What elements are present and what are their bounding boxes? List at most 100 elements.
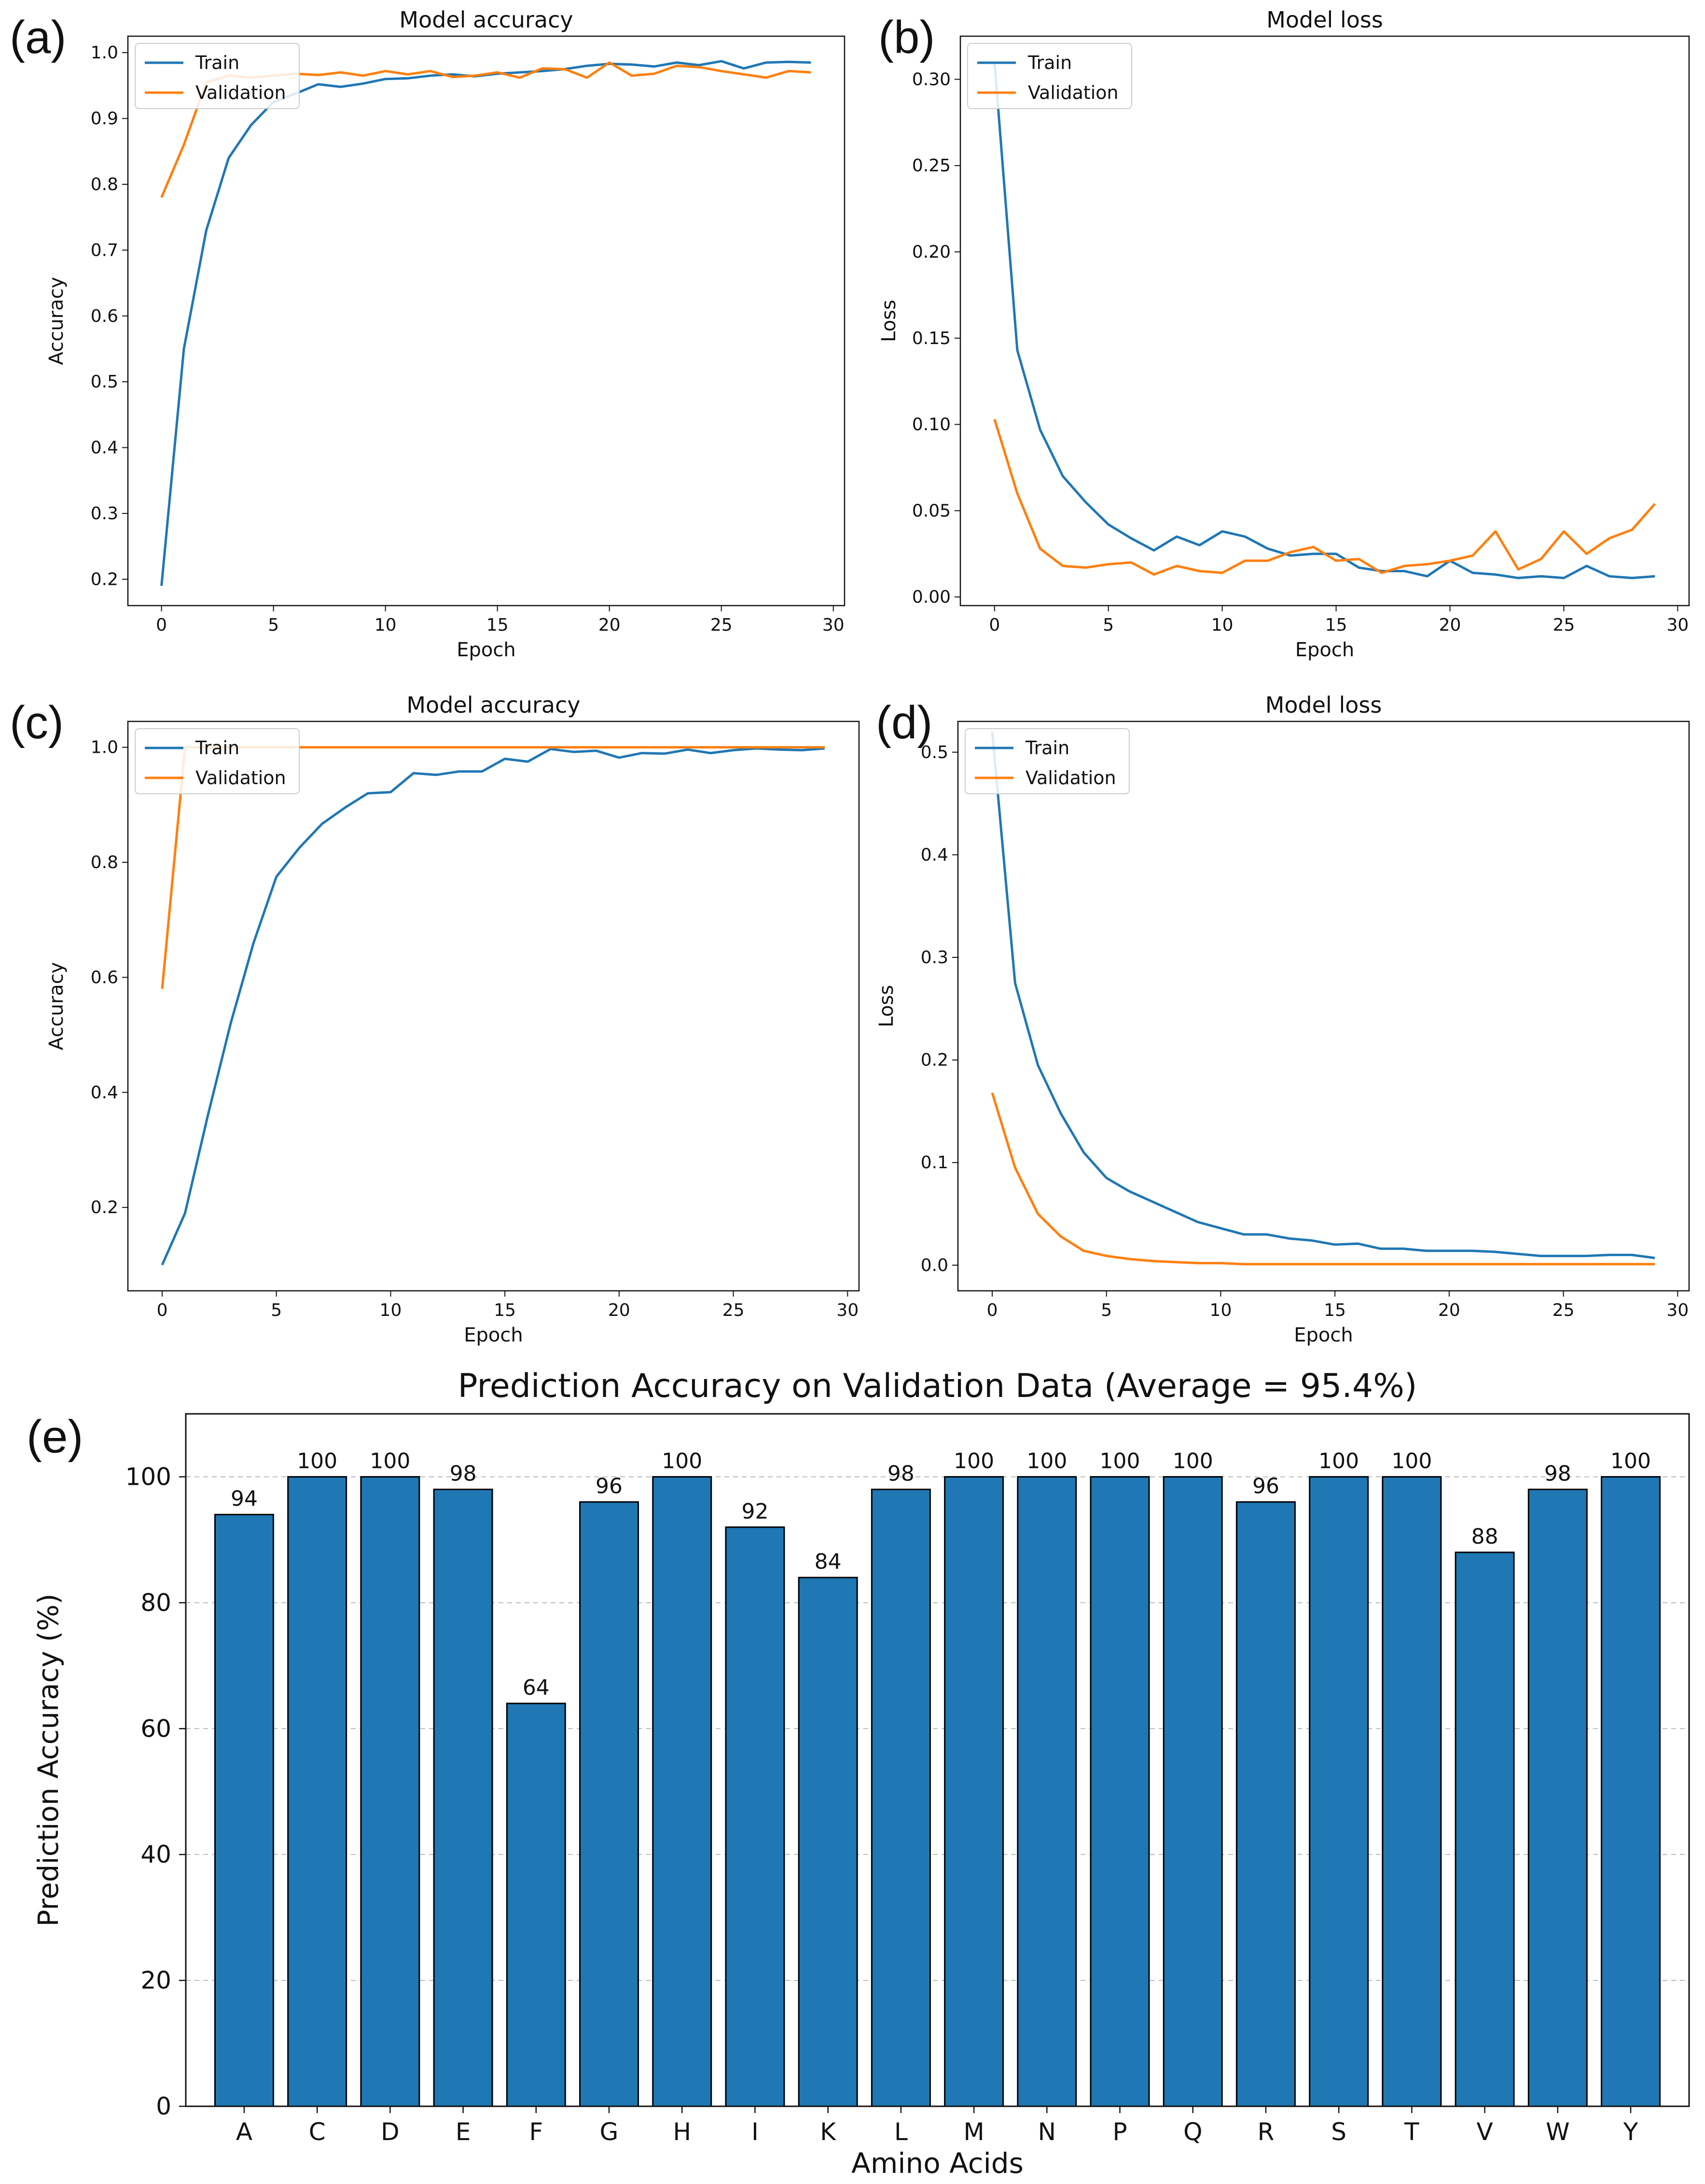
legend-label-train: Train xyxy=(1025,737,1069,759)
x-tick-label: 25 xyxy=(1553,1300,1575,1320)
x-tick-label: 30 xyxy=(822,615,845,635)
bar-value-label: 100 xyxy=(1026,1449,1067,1473)
x-tick-label: Y xyxy=(1623,2118,1638,2146)
bar-value-label: 100 xyxy=(954,1449,994,1473)
chart-title: Model accuracy xyxy=(406,692,580,718)
panel-a-accuracy-chart: (a) Model accuracy 0 5 10 15 20 25 30 0.2 0.3 0.4 0.… xyxy=(10,7,846,661)
x-tick-label: 15 xyxy=(486,615,509,635)
series-line-train xyxy=(161,747,825,1266)
bar-value-label: 98 xyxy=(887,1462,915,1486)
x-axis-label: Amino Acids xyxy=(851,2147,1024,2180)
x-tick-label: N xyxy=(1038,2118,1056,2146)
y-tick-label: 0.25 xyxy=(912,156,951,176)
x-tick-label: V xyxy=(1476,2118,1493,2146)
y-tick-label: 0.0 xyxy=(921,1256,948,1275)
x-tick-label: 0 xyxy=(157,1300,168,1320)
x-tick-label: 5 xyxy=(271,1300,282,1320)
y-tick-label: 1.0 xyxy=(91,738,118,758)
bar-value-label: 96 xyxy=(1252,1474,1279,1499)
x-tick-label: K xyxy=(820,2118,836,2146)
chart-title: Model loss xyxy=(1265,692,1382,718)
x-tick-label: 10 xyxy=(380,1300,402,1320)
x-tick-label: 20 xyxy=(1438,1300,1460,1320)
bar-I xyxy=(725,1526,785,2107)
bar-value-label: 94 xyxy=(231,1487,258,1511)
y-tick-label: 0.5 xyxy=(91,372,118,392)
series-line-validation xyxy=(993,419,1656,576)
chart-title: Model accuracy xyxy=(399,7,573,33)
x-tick-label: P xyxy=(1112,2118,1127,2146)
x-tick-label: 25 xyxy=(722,1300,745,1320)
y-tick-label: 60 xyxy=(140,1714,171,1742)
bar-value-label: 88 xyxy=(1471,1524,1498,1549)
y-tick-label: 0.2 xyxy=(91,1198,118,1217)
y-tick-label: 0.2 xyxy=(921,1051,948,1070)
x-axis-label: Epoch xyxy=(1294,1324,1353,1346)
bar-value-label: 64 xyxy=(523,1675,550,1700)
series-line-train xyxy=(991,732,1655,1259)
bar-R xyxy=(1235,1501,1296,2107)
y-tick-label: 0.3 xyxy=(921,948,948,968)
bar-value-label: 98 xyxy=(1544,1462,1571,1486)
bar-C xyxy=(287,1476,347,2107)
x-tick-label: 15 xyxy=(494,1300,516,1320)
x-axis-label: Epoch xyxy=(1295,639,1354,661)
y-tick-label: 0.7 xyxy=(91,240,118,260)
y-tick-label: 0.30 xyxy=(912,69,951,89)
y-tick-label: 20 xyxy=(140,1966,171,1994)
panel-letter: (c) xyxy=(10,697,64,748)
x-tick-label: M xyxy=(964,2118,984,2146)
panel-b-loss-chart: (b) Model loss 0 5 10 15 20 25 30 0.00 0.05 0.10 0.1… xyxy=(878,7,1690,661)
x-tick-label: F xyxy=(529,2118,543,2146)
x-tick-label: 10 xyxy=(374,615,397,635)
bar-value-label: 100 xyxy=(662,1449,702,1473)
x-tick-label: Q xyxy=(1183,2118,1202,2146)
x-tick-label: T xyxy=(1404,2118,1419,2146)
panel-letter: (a) xyxy=(10,12,66,63)
x-tick-label: I xyxy=(751,2118,759,2146)
legend-label-train: Train xyxy=(195,737,239,759)
y-axis-label: Loss xyxy=(875,985,898,1027)
y-tick-label: 0.6 xyxy=(91,968,118,987)
y-axis-label: Accuracy xyxy=(45,962,68,1051)
x-tick-label: 0 xyxy=(989,615,1000,635)
plot-frame xyxy=(127,720,860,1292)
y-tick-label: 0.3 xyxy=(91,504,118,524)
panel-letter: (b) xyxy=(878,12,935,63)
bar-value-label: 92 xyxy=(741,1499,768,1524)
plot-frame xyxy=(185,1413,1690,2107)
x-tick-label: 20 xyxy=(608,1300,630,1320)
bar-K xyxy=(798,1576,858,2107)
x-tick-label: 30 xyxy=(1667,615,1689,635)
bar-A xyxy=(214,1514,274,2107)
x-tick-label: E xyxy=(456,2118,471,2146)
y-tick-label: 40 xyxy=(140,1840,171,1868)
y-tick-label: 0.4 xyxy=(91,438,118,458)
y-tick-label: 0.2 xyxy=(91,569,118,589)
x-tick-label: 30 xyxy=(836,1300,859,1320)
y-tick-label: 0.4 xyxy=(91,1083,118,1103)
panel-c-accuracy-chart: (c) Model accuracy 0 5 10 15 20 25 30 0.2 0.4 0.6 0.… xyxy=(10,692,860,1346)
y-tick-label: 0.10 xyxy=(912,415,951,435)
bar-W xyxy=(1527,1489,1588,2107)
y-tick-label: 0.8 xyxy=(91,853,118,872)
panel-e-bar-chart: (e) Prediction Accuracy on Validation Dat… xyxy=(27,1367,1690,2180)
bar-Y xyxy=(1601,1476,1661,2107)
legend-label-validation: Validation xyxy=(1026,767,1116,788)
x-tick-label: W xyxy=(1546,2118,1569,2146)
x-tick-label: 10 xyxy=(1211,615,1234,635)
x-tick-label: R xyxy=(1258,2118,1275,2146)
series-line-validation xyxy=(991,1092,1655,1266)
y-tick-label: 0.00 xyxy=(912,587,951,607)
x-tick-label: 10 xyxy=(1210,1300,1232,1320)
y-tick-label: 0.9 xyxy=(91,109,118,129)
x-tick-label: 5 xyxy=(1103,615,1114,635)
y-tick-label: 0.1 xyxy=(921,1153,948,1173)
bar-value-label: 100 xyxy=(370,1449,410,1473)
bar-D xyxy=(360,1476,420,2107)
y-tick-label: 80 xyxy=(140,1589,171,1617)
bar-N xyxy=(1017,1476,1077,2107)
x-tick-label: G xyxy=(600,2118,619,2146)
panel-letter: (e) xyxy=(27,1411,83,1463)
x-tick-label: H xyxy=(673,2118,691,2146)
